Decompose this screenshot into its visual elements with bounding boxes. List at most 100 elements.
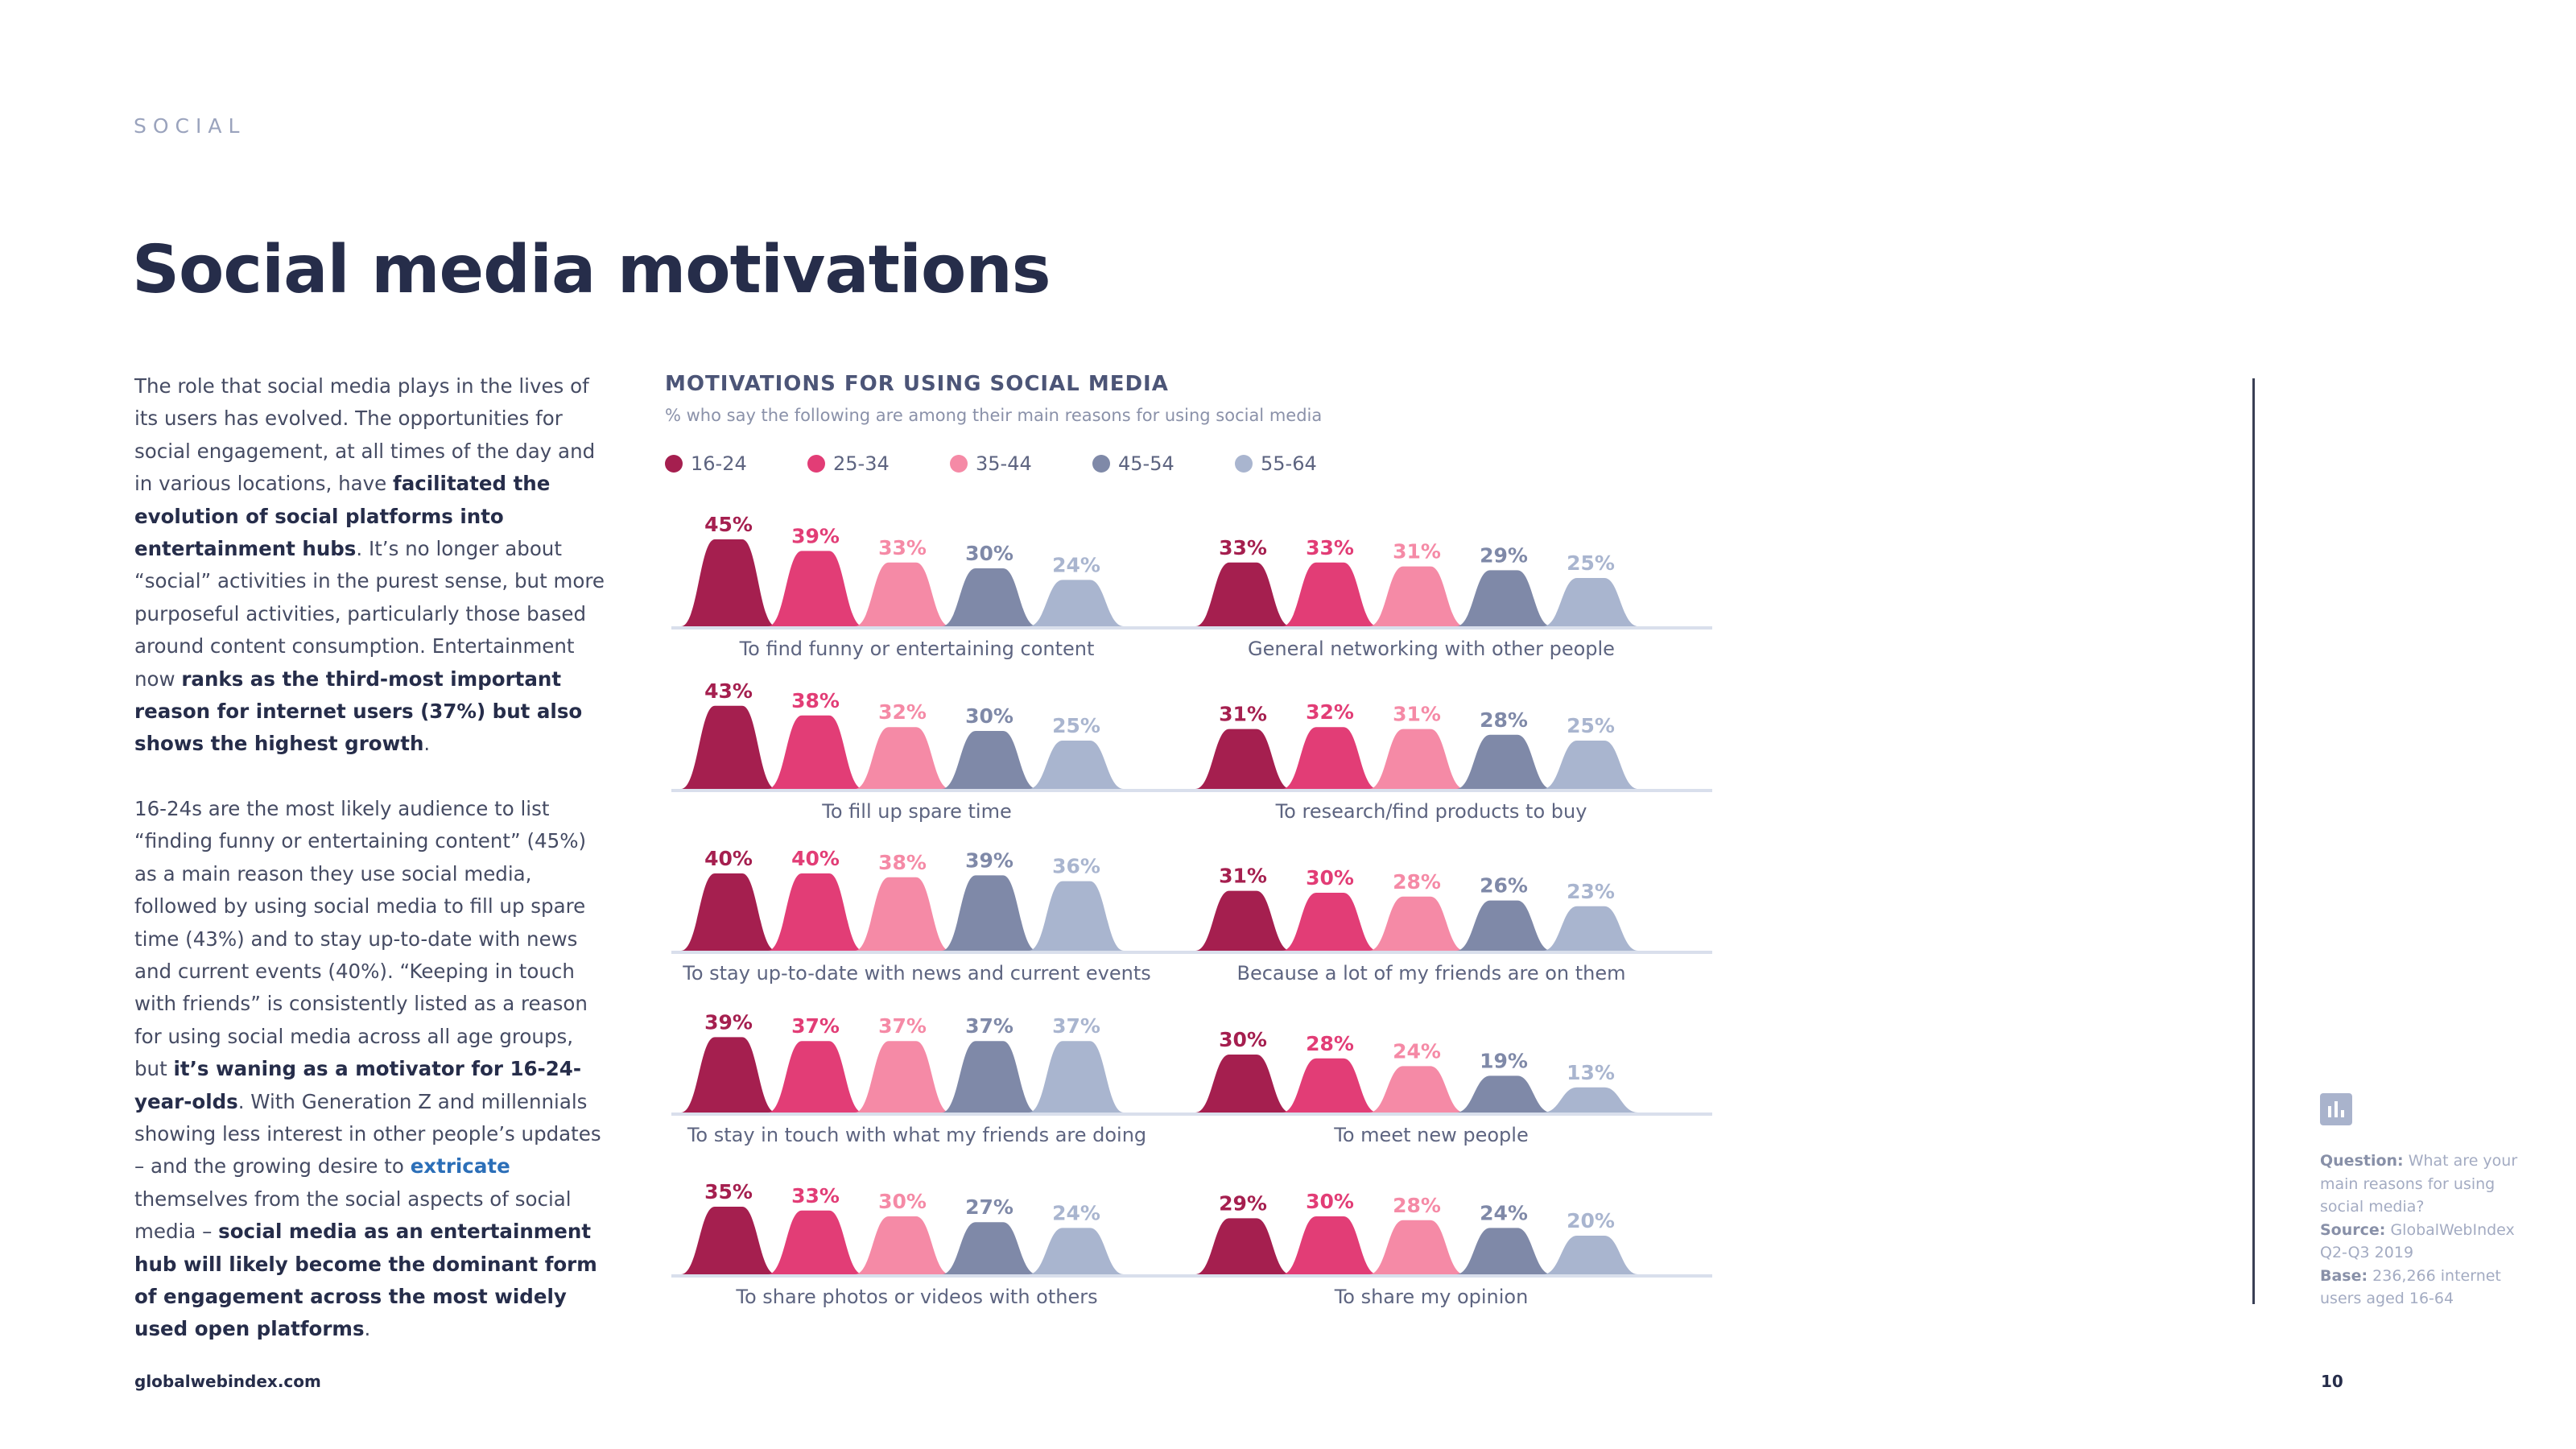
page-number: 10: [2321, 1372, 2343, 1391]
emphasis-text: it’s waning as a motivator for 16-24-yea…: [134, 1057, 581, 1113]
chart-panel: 35% 33% 30% 27% 24% To share photos or videos…: [671, 1180, 1198, 1308]
data-label: 30%: [965, 704, 1013, 728]
vertical-divider: [2252, 378, 2255, 1304]
body-text-run: . With Generation Z and millennials show…: [134, 1089, 601, 1179]
data-label: 37%: [965, 1014, 1013, 1038]
bar-25-34: [1282, 1058, 1377, 1113]
base-label: Base:: [2320, 1266, 2368, 1285]
panel-label: To research/find products to buy: [1275, 800, 1587, 823]
panel-baseline: [1186, 1113, 1712, 1116]
data-label: 25%: [1567, 551, 1615, 575]
data-label: 37%: [878, 1014, 927, 1038]
data-label: 24%: [1480, 1201, 1528, 1224]
bar-25-34: [1282, 562, 1377, 626]
question-label: Question:: [2320, 1152, 2404, 1170]
panel-baseline: [671, 626, 1198, 630]
bar-16-24: [681, 705, 776, 789]
bar-35-44: [1369, 566, 1464, 626]
data-label: 43%: [704, 679, 753, 703]
emphasis-text: ranks as the third-most important reason…: [134, 667, 583, 756]
data-label: 35%: [704, 1180, 753, 1203]
bar-35-44: [1369, 1066, 1464, 1113]
emphasis-text: social media as an entertainment hub wil…: [134, 1220, 597, 1341]
base-text: 236,266 internet users aged 16-64: [2320, 1266, 2501, 1308]
data-label: 30%: [1306, 866, 1354, 890]
chart-panel: 45% 39% 33% 30% 24% To find funny or entertai…: [671, 513, 1198, 660]
data-label: 28%: [1480, 708, 1528, 732]
data-label: 31%: [1219, 865, 1267, 888]
bar-35-44: [855, 1041, 950, 1113]
bar-45-54: [1456, 900, 1551, 951]
panel-label: To find funny or entertaining content: [739, 638, 1095, 660]
bar-16-24: [681, 1037, 776, 1113]
bar-16-24: [1195, 1055, 1290, 1113]
data-label: 30%: [1219, 1028, 1267, 1051]
data-label: 39%: [704, 1010, 753, 1034]
data-label: 39%: [791, 524, 840, 547]
bar-55-64: [1543, 741, 1638, 789]
footer-url[interactable]: globalwebindex.com: [134, 1372, 321, 1391]
panel-label: To stay in touch with what my friends ar…: [687, 1124, 1146, 1146]
bar-55-64: [1029, 1041, 1124, 1113]
body-text-run: .: [364, 1317, 371, 1341]
bar-25-34: [768, 873, 863, 951]
bar-16-24: [681, 539, 776, 626]
data-label: 29%: [1480, 543, 1528, 567]
body-text-run: . It’s no longer about “social” activiti…: [134, 537, 605, 691]
data-label: 24%: [1393, 1039, 1441, 1063]
chart-legend: 16-24 25-34 35-44 45-54 55-64: [665, 452, 1377, 475]
body-paragraph-1: The role that social media plays in the …: [134, 370, 609, 761]
legend-swatch: [1092, 455, 1110, 473]
body-copy: The role that social media plays in the …: [134, 370, 609, 1378]
question-text: What are your main reasons for using soc…: [2320, 1152, 2518, 1216]
bar-45-54: [942, 1041, 1037, 1113]
body-text-run: themselves from the social aspects of so…: [134, 1187, 572, 1244]
data-label: 31%: [1393, 703, 1441, 726]
bar-55-64: [1543, 906, 1638, 951]
data-label: 33%: [1306, 536, 1354, 559]
panel-label: To stay up-to-date with news and current…: [682, 962, 1151, 985]
body-text-run: 16-24s are the most likely audience to l…: [134, 796, 588, 1081]
data-label: 33%: [791, 1184, 840, 1208]
inline-link[interactable]: extricate: [410, 1154, 510, 1179]
panel-baseline: [1186, 626, 1712, 630]
data-label: 26%: [1480, 874, 1528, 898]
data-label: 19%: [1480, 1049, 1528, 1072]
chart-panel: 30% 28% 24% 19% 13% To meet new people: [1186, 1028, 1712, 1146]
chart-subtitle: % who say the following are among their …: [665, 406, 1323, 425]
data-label: 40%: [791, 847, 840, 870]
legend-label: 35-44: [976, 452, 1032, 475]
bar-45-54: [1456, 1228, 1551, 1274]
data-label: 45%: [704, 513, 753, 536]
legend-swatch: [665, 455, 683, 473]
bar-25-34: [768, 1041, 863, 1113]
bar-25-34: [1282, 1216, 1377, 1274]
chart-panel: 29% 30% 28% 24% 20% To share my opinion: [1186, 1190, 1712, 1308]
data-label: 23%: [1567, 880, 1615, 903]
bar-55-64: [1543, 1087, 1638, 1113]
data-label: 37%: [1052, 1014, 1100, 1038]
panel-baseline: [671, 951, 1198, 954]
bar-55-64: [1543, 1236, 1638, 1274]
source-text: GlobalWebIndex Q2-Q3 2019: [2320, 1220, 2515, 1262]
data-label: 33%: [1219, 536, 1267, 559]
legend-label: 16-24: [691, 452, 747, 475]
bar-45-54: [942, 731, 1037, 789]
chart-panel: 40% 40% 38% 39% 36% To stay up-to-date with n…: [671, 847, 1198, 985]
data-label: 36%: [1052, 855, 1100, 878]
bar-25-34: [768, 551, 863, 626]
bar-chart-icon: [2320, 1093, 2352, 1125]
bar-45-54: [942, 875, 1037, 951]
legend-item-25-34: 25-34: [807, 452, 950, 475]
data-label: 28%: [1306, 1032, 1354, 1055]
panel-label: To fill up spare time: [821, 800, 1011, 823]
bar-45-54: [1456, 1075, 1551, 1113]
data-label: 32%: [1306, 700, 1354, 724]
panel-baseline: [1186, 789, 1712, 792]
data-label: 37%: [791, 1014, 840, 1038]
legend-swatch: [1235, 455, 1253, 473]
bar-25-34: [768, 1210, 863, 1274]
bar-35-44: [855, 877, 950, 951]
bar-35-44: [1369, 896, 1464, 951]
